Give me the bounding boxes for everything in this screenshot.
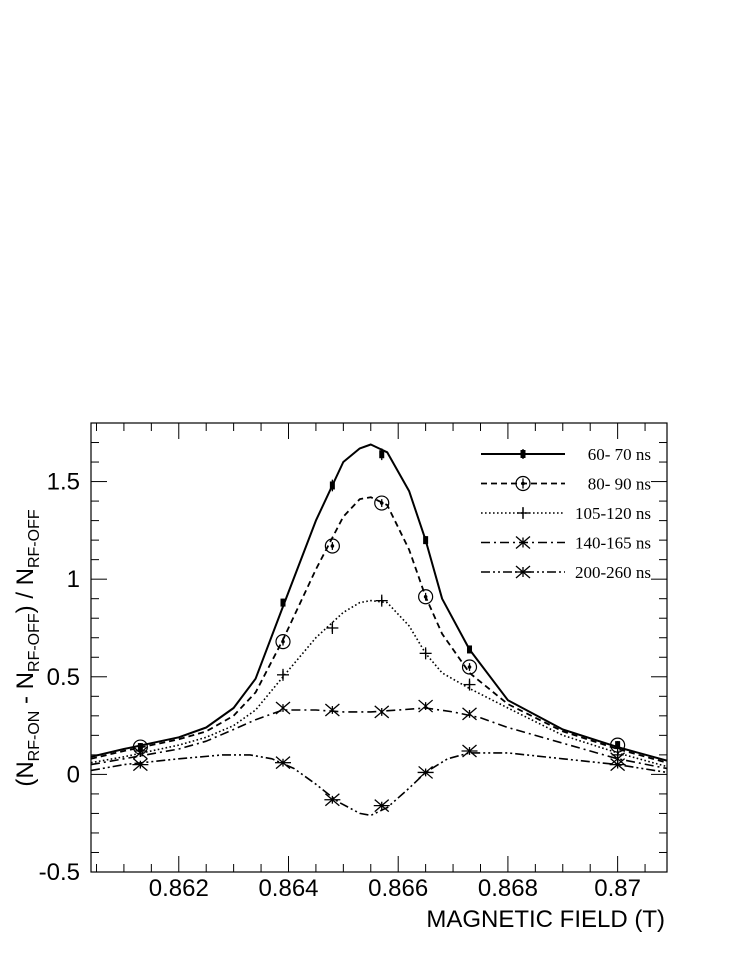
data-point bbox=[374, 495, 390, 511]
series-markers bbox=[132, 448, 626, 813]
marker-center bbox=[521, 481, 525, 486]
marker-x-b bbox=[374, 705, 390, 719]
data-point bbox=[324, 793, 341, 807]
data-point bbox=[373, 799, 390, 813]
legend-label: 200-260 ns bbox=[575, 563, 651, 582]
data-point bbox=[275, 756, 291, 770]
data-point bbox=[462, 707, 477, 721]
legend-marker bbox=[515, 565, 531, 579]
marker-square bbox=[280, 598, 286, 607]
data-point bbox=[423, 536, 429, 545]
y-label-sub: RF-ON bbox=[26, 711, 43, 762]
x-tick-label: 0.864 bbox=[258, 875, 318, 902]
marker-center bbox=[423, 594, 428, 599]
marker-square bbox=[329, 481, 335, 490]
y-tick-label: 1.5 bbox=[47, 469, 80, 496]
marker-x-b bbox=[418, 699, 434, 713]
series-line-4 bbox=[91, 707, 667, 770]
marker-x-b bbox=[275, 701, 291, 715]
data-point bbox=[374, 705, 390, 719]
series-line-3 bbox=[91, 599, 667, 768]
data-point bbox=[324, 538, 340, 554]
data-point bbox=[379, 450, 385, 459]
legend-marker bbox=[515, 475, 531, 492]
y-tick-label: 1 bbox=[67, 566, 80, 593]
marker-square bbox=[467, 645, 473, 654]
marker-square bbox=[520, 450, 526, 458]
data-point bbox=[610, 752, 626, 766]
legend-label: 60- 70 ns bbox=[588, 445, 651, 464]
data-point bbox=[419, 647, 432, 660]
axis-ticks bbox=[91, 422, 667, 873]
marker-x-b bbox=[462, 707, 477, 721]
marker-center bbox=[615, 743, 620, 747]
y-label-sub: RF-OFF bbox=[26, 613, 43, 672]
marker-x-b bbox=[324, 703, 340, 717]
marker-center bbox=[467, 665, 472, 669]
marker-center bbox=[281, 639, 285, 644]
data-point bbox=[418, 589, 434, 605]
x-axis-label: MAGNETIC FIELD (T) bbox=[426, 906, 665, 933]
data-point bbox=[326, 621, 339, 634]
data-point bbox=[275, 634, 291, 650]
plot-frame bbox=[90, 422, 668, 873]
x-tick-labels: 0.862 0.864 0.866 0.868 0.87 bbox=[149, 875, 641, 902]
legend-marker bbox=[517, 507, 529, 519]
series-curves bbox=[91, 443, 667, 817]
data-point bbox=[461, 659, 478, 675]
x-tick-label: 0.862 bbox=[149, 875, 209, 902]
marker-square bbox=[379, 450, 385, 459]
legend-marker bbox=[520, 450, 526, 458]
legend-label: 105-120 ns bbox=[575, 504, 651, 523]
marker-circle bbox=[515, 475, 531, 492]
y-label-part: ) / N bbox=[12, 568, 39, 613]
data-point bbox=[132, 758, 149, 772]
marker-center bbox=[379, 501, 384, 505]
data-point bbox=[461, 744, 478, 758]
marker-circle bbox=[418, 589, 434, 605]
y-label-sub: RF-OFF bbox=[26, 509, 43, 568]
series-line-1 bbox=[91, 443, 667, 762]
marker-x-b bbox=[515, 536, 531, 549]
x-tick-label: 0.87 bbox=[594, 875, 641, 902]
data-point bbox=[375, 594, 388, 607]
y-tick-label: 0.5 bbox=[47, 664, 80, 691]
data-point bbox=[275, 701, 291, 715]
marker-circle bbox=[324, 538, 340, 554]
data-point bbox=[324, 703, 340, 717]
data-point bbox=[609, 758, 626, 772]
series-line-5 bbox=[91, 752, 667, 817]
y-tick-labels: -0.5 0 0.5 1 1.5 bbox=[39, 469, 80, 886]
marker-circle bbox=[275, 634, 291, 650]
series-line-2 bbox=[91, 496, 667, 764]
data-point bbox=[132, 746, 148, 760]
legend: 60- 70 ns 80- 90 ns 105-120 ns 140-165 ns 20… bbox=[481, 445, 651, 582]
y-tick-label: 0 bbox=[67, 761, 80, 788]
x-tick-label: 0.868 bbox=[478, 875, 538, 902]
y-label-part: - N bbox=[12, 672, 39, 711]
marker-circle bbox=[461, 659, 478, 675]
data-point bbox=[280, 598, 286, 607]
data-point bbox=[467, 645, 473, 654]
data-point bbox=[418, 699, 434, 713]
legend-marker bbox=[515, 536, 531, 549]
data-point bbox=[417, 765, 434, 779]
marker-x-b bbox=[610, 752, 626, 766]
y-tick-label: -0.5 bbox=[39, 859, 80, 886]
marker-x-b bbox=[132, 746, 148, 760]
y-label-part: (N bbox=[12, 761, 39, 786]
legend-label: 80- 90 ns bbox=[588, 475, 651, 494]
data-point bbox=[463, 678, 476, 691]
legend-label: 140-165 ns bbox=[575, 534, 651, 553]
data-point bbox=[277, 668, 289, 681]
marker-circle bbox=[374, 495, 390, 511]
marker-center bbox=[330, 544, 335, 548]
y-axis-label: (NRF-ON - NRF-OFF) / NRF-OFF bbox=[12, 509, 43, 787]
marker-square bbox=[423, 536, 429, 545]
data-point bbox=[329, 481, 335, 490]
x-tick-label: 0.866 bbox=[368, 875, 428, 902]
